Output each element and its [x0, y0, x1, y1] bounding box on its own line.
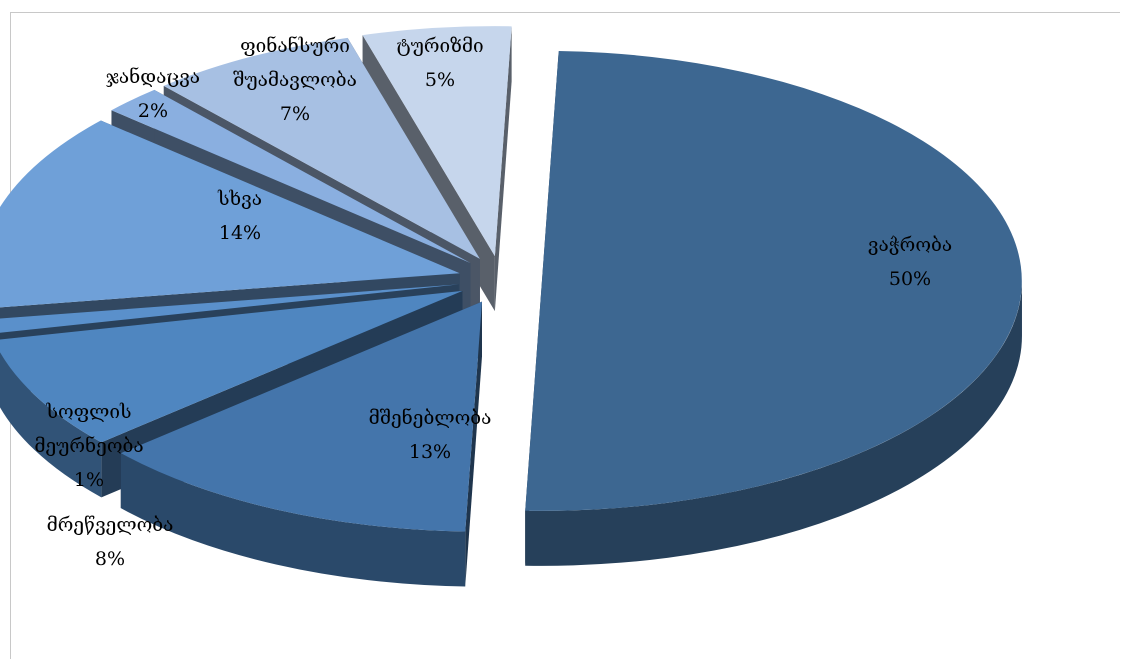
- slice-top-7: [362, 26, 512, 257]
- label-finance-name-1: ფინანსური: [240, 35, 350, 57]
- slice-0: [525, 50, 1022, 566]
- label-agriculture-pct: 1%: [73, 469, 105, 491]
- slice-top-6: [163, 37, 480, 259]
- label-agriculture: სოფლის მეურნეობა 1%: [14, 395, 164, 497]
- slice-1: [120, 301, 482, 587]
- label-health-name: ჯანდაცვა: [105, 66, 201, 88]
- label-other: სხვა 14%: [190, 182, 290, 250]
- label-other-name: სხვა: [217, 188, 262, 210]
- slice-top-4: [0, 120, 460, 308]
- label-finance: ფინანსური შუამავლობა 7%: [205, 29, 385, 131]
- label-industry-name: მრეწველობა: [46, 514, 174, 536]
- label-agriculture-name-2: მეურნეობა: [34, 435, 144, 457]
- slice-top-1: [120, 301, 482, 532]
- label-tourism-pct: 5%: [424, 69, 456, 91]
- label-trade-name: ვაჭრობა: [867, 234, 953, 256]
- slice-wall-1-0: [465, 301, 482, 587]
- label-construction: მშენებლობა 13%: [350, 401, 510, 469]
- slice-side-1-0: [120, 453, 466, 587]
- label-other-pct: 14%: [218, 222, 262, 244]
- label-finance-pct: 7%: [279, 103, 311, 125]
- label-trade: ვაჭრობა 50%: [850, 228, 970, 296]
- label-industry: მრეწველობა 8%: [30, 508, 190, 576]
- label-construction-name: მშენებლობა: [368, 407, 492, 429]
- slice-side-0-0: [525, 280, 1022, 566]
- slice-side-2-0: [0, 352, 102, 498]
- label-finance-name-2: შუამავლობა: [233, 69, 357, 91]
- label-trade-pct: 50%: [888, 268, 932, 290]
- label-tourism-name: ტურიზმი: [396, 35, 484, 57]
- label-agriculture-name-1: სოფლის: [46, 401, 132, 423]
- label-tourism: ტურიზმი 5%: [375, 29, 505, 97]
- slice-wall-7-1: [494, 26, 512, 312]
- label-construction-pct: 13%: [408, 441, 452, 463]
- label-industry-pct: 8%: [94, 548, 126, 570]
- slice-top-5: [111, 89, 471, 263]
- slice-top-0: [525, 50, 1022, 511]
- slice-top-2: [0, 290, 463, 443]
- label-health-pct: 2%: [137, 100, 169, 122]
- label-health: ჯანდაცვა 2%: [88, 60, 218, 128]
